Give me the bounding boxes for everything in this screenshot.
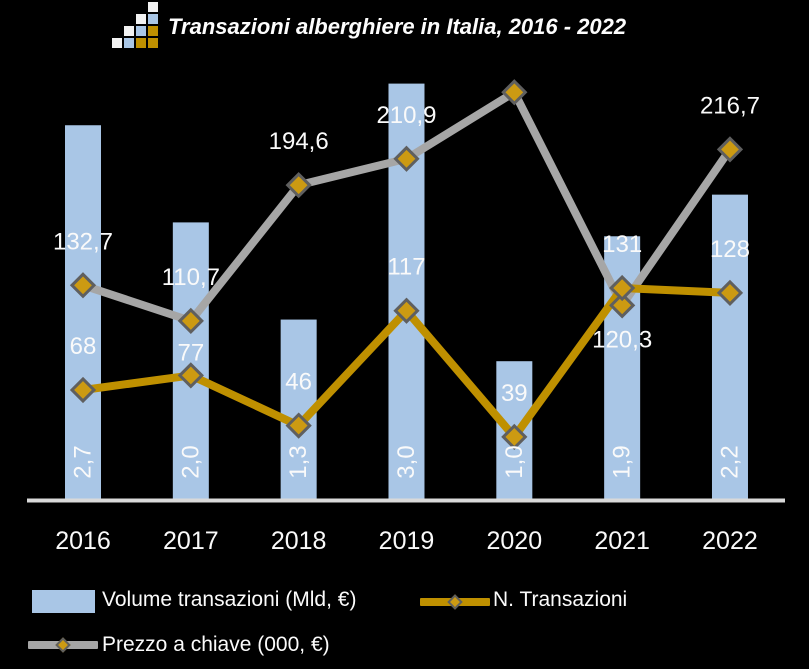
chart-header: Transazioni alberghiere in Italia, 2016 …: [0, 0, 809, 56]
legend-bar-swatch: [32, 590, 95, 613]
legend-gray-line-swatch: [28, 637, 98, 653]
volume-label-2016: 2,7: [70, 445, 97, 478]
volume-label-2020: 1,0: [501, 445, 528, 478]
prezzo-label-2021: 120,3: [592, 326, 652, 353]
legend-gold-line-swatch: [420, 594, 490, 610]
transazioni-label-2022: 128: [710, 236, 750, 263]
prezzo-point-2017: [177, 307, 204, 335]
logo-cell: [136, 26, 146, 36]
transazioni-point-2016: [69, 376, 97, 404]
x-axis-label-2019: 2019: [379, 527, 435, 555]
combo-chart-plot: 132,7 110,7 194,6 210,9 120,3 216,7 68 77 46 117 3…: [27, 79, 785, 555]
prezzo-label-2022: 216,7: [700, 92, 760, 119]
x-axis-label-2022: 2022: [702, 527, 758, 555]
prezzo-point-2019: [393, 145, 420, 172]
x-axis-label-2021: 2021: [594, 527, 650, 555]
x-axis-label-2018: 2018: [271, 527, 327, 555]
chart-title: Transazioni alberghiere in Italia, 2016 …: [168, 14, 627, 39]
diamond-marker-icon: [55, 637, 71, 653]
x-axis-label-2020: 2020: [487, 527, 543, 555]
prezzo-point-2016: [69, 272, 97, 299]
volume-bar-2022: [711, 194, 748, 500]
logo-cell: [148, 2, 158, 12]
legend-label-prezzo: Prezzo a chiave (000, €): [102, 633, 330, 656]
squares-stairs-logo-icon: [112, 2, 158, 48]
logo-cell: [124, 38, 134, 48]
x-axis-label-2016: 2016: [55, 527, 111, 555]
prezzo-point-2021: [609, 292, 636, 319]
prezzo-label-2019: 210,9: [376, 102, 436, 129]
volume-label-2019: 3,0: [393, 445, 420, 478]
transazioni-point-2022: [716, 279, 744, 307]
legend-label-transazioni: N. Transazioni: [493, 588, 628, 611]
transazioni-label-2018: 46: [285, 369, 312, 396]
logo-cell: [136, 38, 146, 48]
x-axis-line: [27, 498, 785, 503]
prezzo-label-2017: 110,7: [162, 264, 220, 291]
transazioni-label-2019: 117: [387, 254, 425, 281]
x-axis-label-2017: 2017: [163, 527, 219, 555]
transazioni-point-2018: [285, 412, 312, 439]
legend-label-volume: Volume transazioni (Mld, €): [102, 588, 357, 611]
transazioni-point-2021: [609, 274, 636, 302]
transazioni-label-2017: 77: [177, 339, 204, 366]
transazioni-label-2016: 68: [70, 333, 97, 360]
prezzo-point-2020: [501, 79, 528, 106]
volume-label-2021: 1,9: [609, 445, 636, 478]
volume-label-2022: 2,2: [716, 445, 743, 478]
transazioni-point-2019: [393, 297, 420, 324]
logo-cell: [148, 14, 158, 24]
prezzo-label-2018: 194,6: [269, 128, 329, 155]
transazioni-point-2020: [501, 423, 528, 451]
volume-bar-2017: [172, 222, 209, 500]
volume-label-2017: 2,0: [177, 445, 204, 478]
prezzo-point-2018: [285, 172, 312, 199]
logo-cell: [124, 26, 134, 36]
transazioni-point-2017: [177, 362, 204, 389]
volume-label-2018: 1,3: [285, 445, 312, 478]
logo-cell: [112, 38, 122, 48]
volume-bar-2016: [65, 125, 101, 501]
transazioni-label-2021: 131: [602, 231, 642, 258]
logo-cell: [148, 38, 158, 48]
logo-cell: [136, 14, 146, 24]
transazioni-label-2020: 39: [501, 380, 528, 407]
prezzo-point-2022: [716, 136, 744, 163]
diamond-marker-icon: [447, 594, 463, 610]
prezzo-label-2016: 132,7: [53, 228, 113, 255]
logo-cell: [148, 26, 158, 36]
